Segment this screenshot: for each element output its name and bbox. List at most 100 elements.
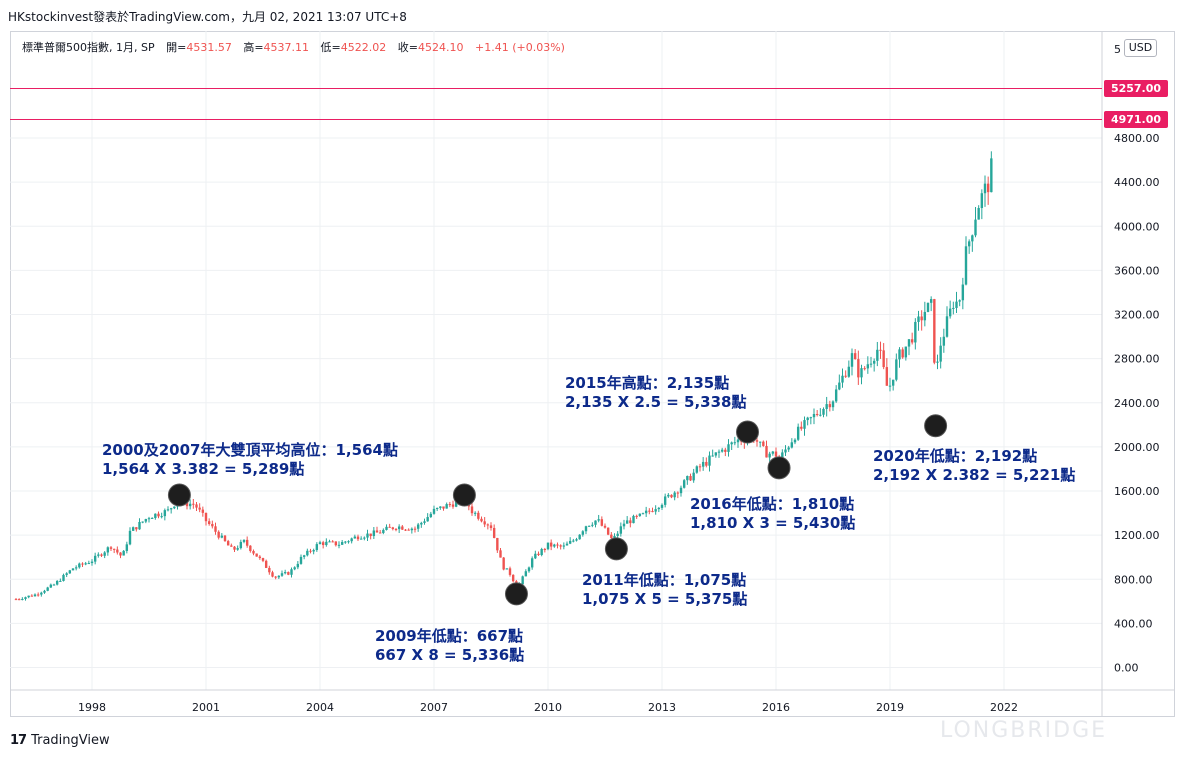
open-label: 開= (166, 41, 187, 54)
candle-body (236, 548, 239, 550)
candle-body (112, 548, 116, 550)
candle-body (315, 544, 319, 551)
candle-body (280, 573, 284, 576)
candle-body (838, 382, 841, 390)
y-tick-label: 3600.00 (1114, 264, 1160, 277)
candle-body (188, 503, 192, 507)
candle-body (860, 368, 863, 378)
candle-body (340, 542, 344, 545)
candle-body (990, 158, 993, 193)
candle-body (986, 183, 990, 193)
candle-body (572, 540, 575, 542)
candle-body (220, 535, 224, 538)
candle-body (283, 572, 287, 574)
x-tick-label: 2016 (762, 701, 790, 714)
candle-body (264, 560, 268, 568)
candle-body (771, 451, 775, 454)
candle-body (59, 580, 62, 582)
candle-body (128, 530, 132, 545)
candle-body (508, 568, 512, 575)
candle-body (318, 542, 322, 545)
candle-body (705, 461, 708, 466)
candle-body (850, 353, 854, 367)
candle-body (834, 389, 838, 402)
candle-body (43, 590, 46, 593)
marker-circle-6 (924, 414, 948, 438)
x-tick-label: 2004 (306, 701, 334, 714)
tradingview-logo[interactable]: 17 TradingView (10, 733, 110, 748)
candle-body (530, 558, 534, 568)
candle-body (549, 542, 553, 547)
candle-body (888, 385, 892, 387)
candle-body (787, 447, 790, 450)
candle-body (299, 556, 303, 564)
candle-body (157, 513, 160, 517)
candle-body (125, 544, 129, 551)
annotation-line1: 2015年高點：2,135點 (565, 374, 730, 392)
candle-body (575, 539, 578, 541)
candle-body (192, 503, 195, 505)
candle-body (287, 572, 290, 575)
candle-body (52, 584, 56, 586)
candle-body (413, 528, 417, 530)
candle-body (106, 547, 110, 553)
low-label: 低= (320, 41, 341, 54)
marker-layer (167, 414, 948, 606)
candle-body (74, 567, 78, 569)
candle-body (866, 364, 870, 369)
candle-body (252, 550, 255, 554)
candle-body (382, 529, 385, 533)
candle-body (71, 568, 75, 571)
currency-button[interactable]: USD (1124, 39, 1157, 57)
candle-body (420, 522, 423, 525)
candle-body (423, 521, 426, 523)
watermark: LONGBRIDGE (940, 718, 1108, 743)
tradingview-logo-icon: 17 (10, 733, 27, 748)
candle-body (223, 535, 227, 542)
candle-body (784, 449, 787, 453)
candle-body (698, 466, 702, 468)
candle-body (344, 541, 347, 543)
candle-body (68, 570, 72, 574)
candle-body (578, 534, 581, 540)
candle-body (334, 541, 338, 546)
candle-body (448, 504, 452, 506)
candle-body (337, 544, 341, 546)
candle-body (14, 599, 18, 601)
candle-body (812, 413, 816, 418)
chart-frame[interactable] (10, 31, 1175, 717)
candle-body (97, 554, 100, 556)
candle-body (686, 476, 689, 481)
close-label: 收= (397, 41, 418, 54)
annotation-2016-low: 2016年低點：1,810點 1,810 X 3 = 5,430點 (690, 495, 855, 533)
marker-circle-2 (504, 582, 528, 606)
candle-body (239, 541, 243, 549)
candle-body (610, 534, 613, 539)
annotation-line1: 2011年低點：1,075點 (582, 571, 747, 589)
candle-body (929, 299, 933, 303)
candle-body (796, 426, 800, 440)
candle-body (435, 507, 439, 509)
candle-body (635, 515, 638, 517)
candle-body (774, 451, 778, 457)
candle-body (483, 521, 486, 525)
candle-body (641, 513, 645, 515)
candle-body (211, 523, 214, 527)
candle-body (439, 506, 442, 508)
y-tick-label: 0.00 (1114, 662, 1139, 675)
ohlc-legend: 標準普爾500指數, 1月, SP 開=4531.57 高=4537.11 低=… (22, 39, 565, 55)
marker-circle-1 (452, 483, 476, 507)
y-tick-label-clipped: 5 (1114, 43, 1121, 56)
candle-body (369, 533, 372, 537)
candle-body (955, 301, 958, 308)
candle-body (882, 350, 885, 368)
candle-body (496, 537, 499, 551)
candle-body (356, 536, 360, 540)
candle-body (391, 527, 395, 530)
candle-body (885, 367, 889, 386)
candle-body (277, 575, 281, 578)
x-tick-label: 2001 (192, 701, 220, 714)
candle-body (828, 404, 832, 408)
axis-layer: 0.00 400.00 800.00 1200.00 1600.00 2000.00 240… (10, 31, 1175, 717)
